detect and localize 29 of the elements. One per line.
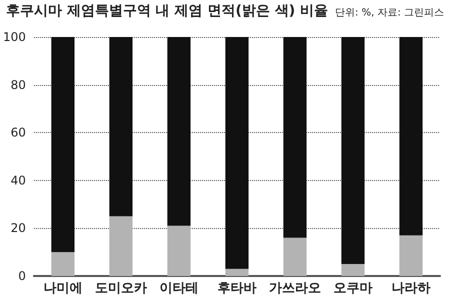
x-tick-label: 도미오카	[94, 281, 147, 296]
bar	[283, 37, 307, 238]
x-tick-label: 나미에	[43, 281, 82, 296]
x-tick-label: 이타테	[159, 281, 198, 296]
y-tick-label: 0	[18, 269, 26, 283]
bar	[51, 252, 75, 276]
x-tick-label: 오쿠마	[333, 281, 372, 296]
bar	[225, 37, 249, 269]
bar	[109, 216, 133, 276]
bar	[399, 235, 423, 276]
bar	[399, 37, 423, 236]
bar	[109, 37, 133, 216]
bar	[167, 226, 191, 276]
bar	[51, 37, 75, 252]
bar	[341, 264, 365, 276]
x-tick-label: 나라하	[391, 281, 430, 296]
chart-title: 후쿠시마 제염특별구역 내 제염 면적(밝은 색) 비율	[6, 3, 328, 19]
y-tick-label: 80	[10, 78, 26, 92]
y-tick-label: 60	[10, 126, 26, 140]
y-tick-label: 20	[10, 221, 26, 236]
bar	[225, 268, 249, 276]
bar	[341, 37, 365, 264]
x-tick-label: 가쓰라오	[268, 281, 321, 296]
y-tick-label: 100	[3, 30, 26, 44]
bar	[167, 37, 191, 226]
bar	[283, 238, 307, 276]
text: 단위: %, 자료: 그린피스	[335, 8, 444, 18]
y-tick-label: 40	[10, 173, 26, 188]
x-tick-label: 후타바	[217, 281, 256, 296]
